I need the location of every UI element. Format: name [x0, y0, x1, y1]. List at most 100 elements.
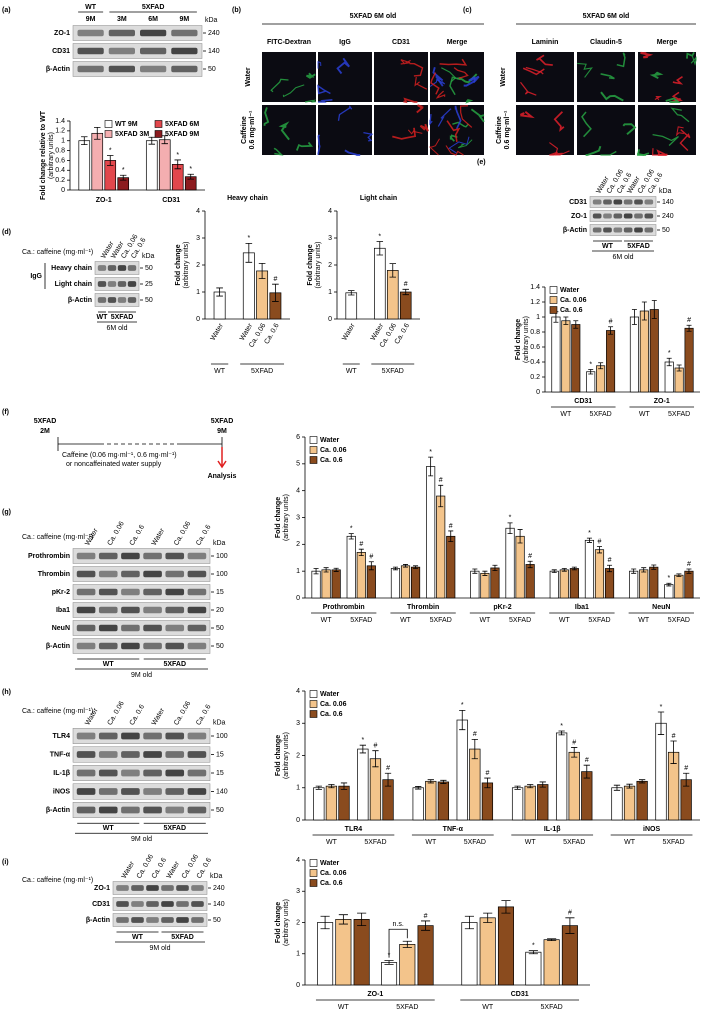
column-label: Claudin-5: [590, 39, 622, 46]
micrograph: [638, 52, 696, 102]
caption: Ca.: caffeine (mg·ml⁻¹): [22, 249, 93, 256]
blot-band: [603, 199, 612, 205]
bracket-label: IgG: [30, 273, 42, 280]
blot-band: [143, 806, 162, 814]
blot-strip: [94, 293, 140, 307]
group-label: iNOS: [643, 826, 660, 833]
significance-marker: *: [122, 167, 125, 174]
error-bar: [359, 744, 367, 754]
legend-swatch: [154, 120, 163, 128]
vessel: [637, 149, 647, 156]
significance-marker: *: [378, 233, 381, 240]
group-label: Iba1: [575, 604, 589, 611]
age-label: 6M old: [106, 325, 127, 332]
significance-marker: #: [404, 281, 408, 288]
row-label: Iba1: [56, 607, 70, 614]
micrograph: [374, 105, 428, 155]
blot-band: [171, 29, 198, 37]
blot-band: [187, 642, 207, 650]
blot-band: [121, 769, 140, 777]
x-tick-label: 5XFAD: [668, 411, 690, 418]
blot-band: [165, 606, 185, 614]
y-tick-label: 0.2: [530, 374, 540, 381]
x-tick-label: WT: [346, 368, 358, 375]
y-tick-label: 2: [328, 262, 332, 269]
error-bar: [613, 784, 621, 791]
error-bar: [384, 960, 394, 965]
blot-strip: [72, 783, 211, 800]
vessel: [519, 110, 535, 119]
x-tick-label: ZO-1: [96, 197, 112, 204]
y-axis-subtitle: (arbitrary units): [523, 316, 530, 363]
bar: [338, 785, 350, 821]
legend-swatch: [309, 446, 318, 454]
y-tick-label: 0.6: [55, 157, 65, 164]
vessel: [522, 67, 545, 76]
vessel: [652, 133, 679, 146]
blot-band: [76, 732, 96, 740]
error-bar: [670, 740, 677, 764]
blot-band: [140, 47, 167, 55]
lane-label: 6M: [148, 16, 158, 23]
y-tick-label: 1.4: [55, 118, 65, 125]
bar: [456, 719, 468, 821]
y-axis-title: Fold change: [175, 244, 182, 285]
significance-marker: #: [449, 523, 453, 530]
y-axis-subtitle: (arbitrary units): [283, 899, 290, 946]
x-tick-label: 5XFAD: [541, 1004, 563, 1010]
error-bar: [484, 777, 491, 789]
blot-band: [603, 227, 612, 233]
y-tick-label: 0: [328, 316, 332, 323]
vessel: [270, 78, 289, 93]
blot-band: [171, 65, 198, 73]
group-label: 5XFAD: [111, 314, 134, 321]
error-bar: [651, 300, 657, 319]
x-tick-label: 5XFAD: [364, 839, 386, 846]
bar: [655, 722, 667, 821]
bar: [569, 568, 579, 599]
error-bar: [421, 920, 431, 931]
significance-marker: *: [668, 350, 671, 357]
blot-band: [116, 917, 129, 923]
vessel: [317, 60, 322, 69]
error-bar: [427, 779, 434, 784]
blot-band: [116, 901, 129, 907]
blot-band: [143, 732, 162, 740]
blot-strip: [72, 620, 211, 636]
blot-strip: [72, 548, 211, 564]
significance-marker: *: [350, 525, 353, 532]
kda-label: 100: [216, 733, 228, 740]
group-label: 5XFAD: [627, 243, 650, 250]
legend-label: Water: [320, 437, 339, 444]
error-bar: [686, 568, 692, 574]
x-tick-label: 5XFAD: [509, 617, 531, 624]
vessel: [437, 108, 452, 127]
blot-band: [121, 624, 140, 632]
significance-marker: #: [684, 765, 688, 772]
blot-band: [98, 552, 118, 560]
bar: [417, 925, 434, 986]
blot-band: [121, 751, 140, 758]
row-label: β-Actin: [563, 227, 587, 234]
vessel: [600, 150, 617, 156]
blot-band: [644, 213, 654, 219]
vessel: [520, 81, 537, 96]
significance-marker: #: [572, 739, 576, 746]
vessel: [585, 145, 602, 156]
y-tick-label: 2: [296, 919, 300, 926]
error-bar: [187, 173, 194, 180]
x-tick-label: WT: [639, 411, 651, 418]
kda-label: 20: [216, 607, 224, 614]
significance-marker: #: [369, 554, 373, 561]
row-label: Heavy chain: [51, 265, 92, 272]
vessel: [470, 108, 485, 123]
row-label: β-Actin: [46, 66, 70, 73]
kda-label: 50: [145, 297, 153, 304]
error-bar: [666, 357, 672, 367]
blot-band: [140, 29, 167, 37]
y-tick-label: 1: [61, 138, 65, 145]
x-tick-label: WT: [482, 1004, 494, 1010]
micrograph: [577, 105, 635, 155]
bar: [381, 962, 398, 986]
blot-band: [191, 901, 204, 907]
